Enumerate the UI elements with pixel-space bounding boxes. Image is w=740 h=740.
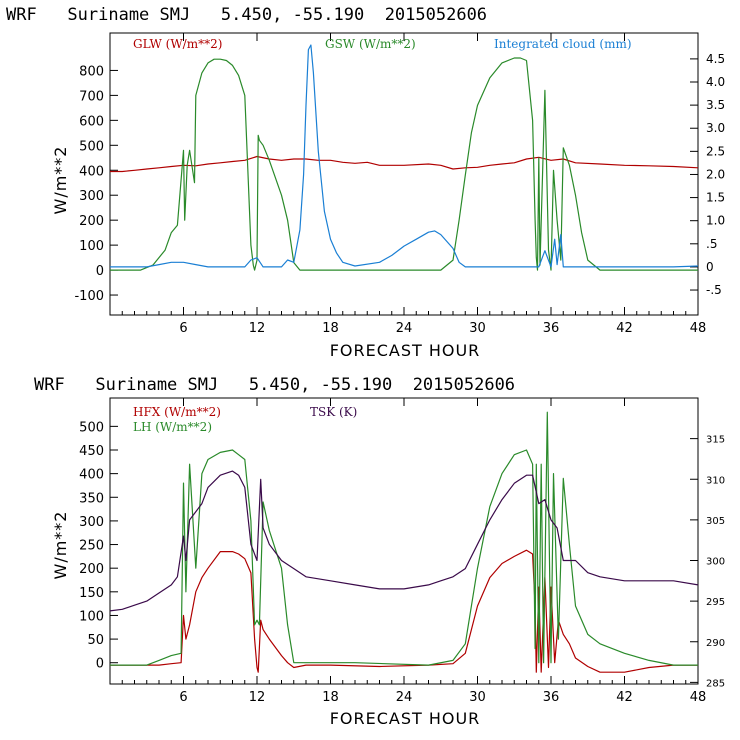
panel-2-legend-hfx: HFX (W/m**2): [133, 405, 221, 419]
y2-tick-label: 310: [706, 475, 725, 486]
x-tick-label: 48: [690, 321, 707, 336]
x-tick-label: 12: [249, 690, 266, 705]
y2-tick-label: 1.0: [706, 214, 725, 228]
panel-2-title: WRF Suriname SMJ 5.450, -55.190 20150526…: [34, 375, 515, 395]
y-tick-label: 450: [79, 444, 104, 459]
x-tick-label: 42: [616, 690, 633, 705]
panel-2-left-axis: 0 50 100 150 200 250 300 350 400 450 500: [79, 420, 118, 672]
series-line-glw: [110, 155, 699, 173]
y2-tick-label: 305: [706, 516, 725, 527]
y2-tick-label: 285: [706, 678, 725, 689]
series-line-integrated: [110, 44, 699, 268]
y2-tick-label: .5: [706, 237, 717, 251]
panel-2-series-lines: [109, 411, 699, 673]
y2-tick-label: 1.5: [706, 191, 725, 205]
y-tick-label: 250: [79, 539, 104, 554]
x-tick-label: 12: [249, 321, 266, 336]
y2-tick-label: -.5: [706, 283, 722, 297]
panel-1-plot-frame: [109, 32, 699, 316]
panel-1-y-axis-label: W/m**2: [51, 146, 70, 215]
y-tick-label: 100: [79, 609, 104, 624]
series-line-tsk: [109, 470, 699, 612]
panel-1-series-lines: [110, 44, 699, 271]
panel-1: WRF Suriname SMJ 5.450, -55.190 20150526…: [6, 5, 725, 360]
panel-2-plot-frame: [109, 397, 699, 685]
y2-tick-label: 4.5: [706, 52, 725, 66]
y-tick-label: 50: [87, 633, 104, 648]
y-tick-label: 800: [79, 64, 104, 79]
y-tick-label: 700: [79, 89, 104, 104]
y-tick-label: 500: [79, 420, 104, 435]
panel-1-legend-glw: GLW (W/m**2): [133, 37, 222, 51]
panel-2: WRF Suriname SMJ 5.450, -55.190 20150526…: [34, 375, 725, 728]
series-line-gsw: [110, 57, 698, 271]
x-tick-label: 48: [690, 690, 707, 705]
y-tick-label: 0: [96, 264, 104, 279]
panel-1-title: WRF Suriname SMJ 5.450, -55.190 20150526…: [6, 5, 487, 25]
y-tick-label: 300: [79, 189, 104, 204]
y2-tick-label: 315: [706, 435, 725, 446]
y-tick-label: 300: [79, 515, 104, 530]
x-tick-label: 36: [543, 321, 560, 336]
panel-2-x-axis-label: FORECAST HOUR: [330, 709, 481, 728]
x-tick-label: 6: [179, 690, 187, 705]
y-tick-label: 0: [96, 657, 104, 672]
panel-1-x-axis: 6 12 18 24 30 36 42 48: [121, 33, 707, 336]
x-tick-label: 36: [543, 690, 560, 705]
x-tick-label: 18: [322, 321, 339, 336]
y2-tick-label: 2.0: [706, 167, 725, 181]
y2-tick-label: 295: [706, 597, 725, 608]
panel-2-legend-lh: LH (W/m**2): [133, 420, 212, 434]
y-tick-label: 500: [79, 139, 104, 154]
panel-1-legend-cloud: Integrated cloud (mm): [494, 37, 632, 51]
panel-2-legend-tsk: TSK (K): [310, 405, 357, 419]
panel-2-right-axis: 285 290 295 300 305 310 315: [690, 435, 725, 689]
y-tick-label: 150: [79, 586, 104, 601]
series-line-hfx: [110, 549, 698, 673]
y-tick-label: 100: [79, 239, 104, 254]
x-tick-label: 6: [179, 321, 187, 336]
y-tick-label: 350: [79, 491, 104, 506]
y2-tick-label: 4.0: [706, 75, 725, 89]
y2-tick-label: 2.5: [706, 144, 725, 158]
series-line-lh: [110, 411, 698, 666]
x-tick-label: 30: [469, 321, 486, 336]
y-tick-label: 200: [79, 214, 104, 229]
y2-tick-label: 290: [706, 638, 725, 649]
y2-tick-label: 300: [706, 557, 725, 568]
panel-1-legend-gsw: GSW (W/m**2): [325, 37, 416, 51]
panel-1-x-axis-label: FORECAST HOUR: [330, 341, 481, 360]
y2-tick-label: 3.0: [706, 121, 725, 135]
panel-2-y-axis-label: W/m**2: [51, 511, 70, 580]
y2-tick-label: 0: [706, 260, 714, 274]
y2-tick-label: 3.5: [706, 98, 725, 112]
y-tick-label: 400: [79, 164, 104, 179]
x-tick-label: 42: [616, 321, 633, 336]
x-tick-label: 18: [322, 690, 339, 705]
x-tick-label: 30: [469, 690, 486, 705]
y-tick-label: -100: [74, 289, 104, 304]
x-tick-label: 24: [396, 690, 413, 705]
panel-2-x-axis: 6 12 18 24 30 36 42 48: [121, 398, 707, 705]
panel-1-left-axis: -100 0 100 200 300 400 500 600 700 800: [74, 64, 118, 304]
x-tick-label: 24: [396, 321, 413, 336]
panel-1-right-axis: -.5 0 .5 1.0 1.5 2.0 2.5 3.0 3.5 4.0 4.5: [690, 52, 725, 297]
y-tick-label: 600: [79, 114, 104, 129]
y-tick-label: 200: [79, 562, 104, 577]
y-tick-label: 400: [79, 468, 104, 483]
